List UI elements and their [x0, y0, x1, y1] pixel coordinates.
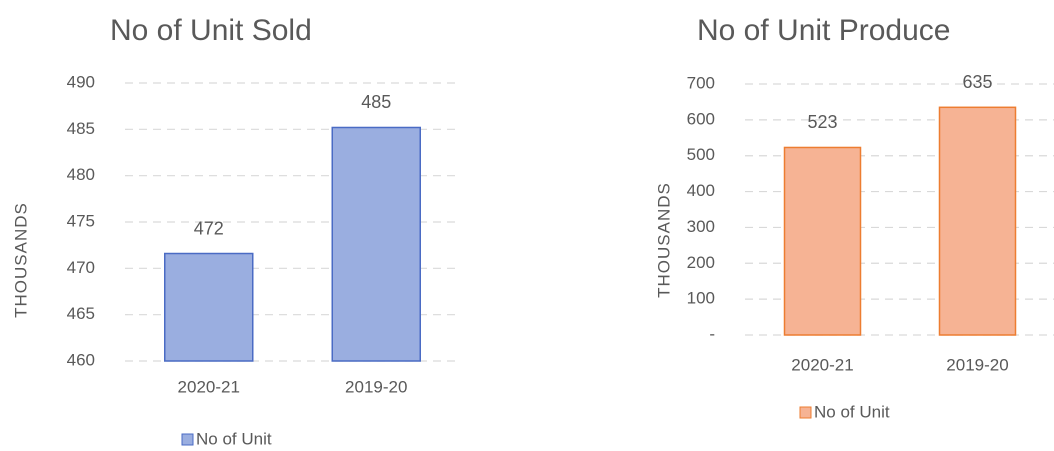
y-tick-label: 490	[67, 72, 95, 91]
y-tick-label: 400	[687, 181, 715, 200]
y-axis-label: THOUSANDS	[11, 202, 30, 318]
chart-title: No of Unit Sold	[110, 14, 312, 47]
y-tick-label: 480	[67, 165, 95, 184]
y-tick-label: 500	[687, 145, 715, 164]
y-tick-label: 470	[67, 258, 95, 277]
data-label: 523	[807, 112, 837, 132]
y-tick-label: 600	[687, 109, 715, 128]
bar	[783, 146, 862, 336]
legend-swatch	[181, 433, 194, 446]
legend-label: No of Unit	[814, 402, 890, 421]
y-tick-label: 300	[687, 217, 715, 236]
y-tick-label: 700	[687, 73, 715, 92]
y-tick-label: -	[709, 324, 715, 343]
y-tick-label: 475	[67, 211, 95, 230]
y-tick-label: 465	[67, 304, 95, 323]
y-tick-label: 100	[687, 289, 715, 308]
y-tick-label: 485	[67, 119, 95, 138]
x-tick-label: 2019-20	[946, 355, 1008, 374]
x-tick-label: 2020-21	[791, 355, 853, 374]
data-label: 635	[962, 72, 992, 92]
bar	[938, 106, 1017, 336]
x-tick-label: 2020-21	[178, 377, 240, 396]
chart-title: No of Unit Produce	[697, 14, 950, 47]
y-tick-label: 460	[67, 350, 95, 369]
data-label: 485	[361, 92, 391, 112]
legend-swatch	[799, 406, 812, 419]
y-tick-label: 200	[687, 253, 715, 272]
data-label: 472	[194, 218, 224, 238]
x-tick-label: 2019-20	[345, 377, 407, 396]
legend-label: No of Unit	[196, 429, 272, 448]
bar	[164, 252, 254, 362]
y-axis-label: THOUSANDS	[654, 182, 673, 298]
bar	[331, 126, 421, 362]
